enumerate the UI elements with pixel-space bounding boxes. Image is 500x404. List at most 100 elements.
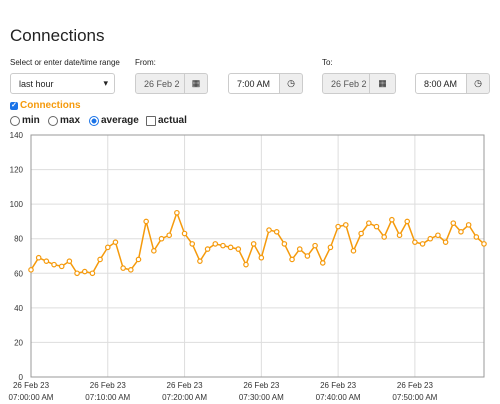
- from-time-text: 7:00 AM: [237, 78, 271, 89]
- option[interactable]: actual: [146, 115, 187, 126]
- point: [335, 223, 341, 230]
- y-tick-label: 100: [10, 200, 24, 209]
- x-tick-label: 26 Feb 23 07:10:00 AM: [85, 381, 131, 402]
- point: [35, 254, 42, 261]
- legend-item[interactable]: ✓ Connections: [10, 100, 81, 111]
- point: [66, 258, 73, 264]
- from-label: From:: [135, 58, 156, 67]
- point: [381, 234, 387, 240]
- y-tick-label: 0: [19, 373, 24, 382]
- point: [319, 260, 326, 266]
- range-value: last hour: [19, 78, 54, 89]
- to-label: To:: [322, 58, 333, 67]
- option-label: average: [101, 115, 139, 126]
- plot-border: [30, 134, 485, 378]
- point: [281, 241, 288, 247]
- point: [243, 261, 249, 268]
- point: [473, 234, 480, 240]
- point: [304, 253, 311, 259]
- clock-button[interactable]: ◷: [466, 73, 490, 94]
- point: [442, 239, 449, 245]
- option[interactable]: min: [10, 115, 40, 126]
- point: [158, 235, 165, 242]
- point: [350, 248, 357, 254]
- point: [396, 232, 403, 239]
- point: [135, 256, 142, 263]
- x-tick-label: 26 Feb 23 07:00:00 AM: [8, 381, 54, 402]
- point: [189, 241, 196, 247]
- clock-button[interactable]: ◷: [279, 73, 303, 94]
- title: Connections: [10, 26, 105, 45]
- point: [120, 265, 126, 271]
- option-label: actual: [158, 115, 187, 126]
- point: [458, 229, 464, 235]
- point: [450, 220, 457, 226]
- point: [166, 232, 173, 239]
- point: [227, 244, 234, 251]
- y-tick-label: 80: [14, 235, 23, 244]
- point: [266, 227, 272, 233]
- x-tick-label: 26 Feb 23 07:50:00 AM: [392, 381, 438, 402]
- point: [143, 218, 149, 225]
- point: [112, 239, 119, 245]
- point: [58, 263, 65, 270]
- calendar-button[interactable]: ▦: [369, 73, 396, 94]
- point: [128, 267, 134, 273]
- point: [197, 258, 203, 264]
- point: [412, 239, 418, 245]
- point: [74, 270, 80, 277]
- range-select[interactable]: last hour ▾: [10, 73, 115, 94]
- y-tick-label: 140: [10, 131, 24, 140]
- range-label: Select or enter date/time range: [10, 58, 120, 67]
- to-date-text: 26 Feb 2: [331, 78, 367, 89]
- point: [181, 230, 188, 237]
- point: [342, 222, 349, 228]
- y-tick-label: 60: [14, 269, 23, 278]
- point: [43, 258, 50, 264]
- point: [204, 246, 211, 252]
- point: [366, 220, 372, 226]
- y-tick-label: 120: [10, 166, 24, 175]
- point: [327, 244, 334, 251]
- from-date[interactable]: 26 Feb 2: [135, 73, 185, 94]
- point: [389, 216, 395, 223]
- from-date-text: 26 Feb 2: [144, 78, 180, 89]
- point: [212, 241, 219, 247]
- x-tick-label: 26 Feb 23 07:40:00 AM: [315, 381, 361, 402]
- point: [373, 223, 380, 230]
- x-tick-label: 26 Feb 23 07:20:00 AM: [162, 381, 207, 402]
- option[interactable]: average: [89, 115, 139, 126]
- point: [97, 256, 103, 263]
- point: [89, 270, 96, 277]
- point: [81, 268, 88, 275]
- to-time-text: 8:00 AM: [424, 78, 458, 89]
- point: [296, 246, 303, 252]
- calendar-button[interactable]: ▦: [184, 73, 208, 94]
- point: [235, 246, 242, 252]
- point: [28, 267, 34, 273]
- option-label: max: [60, 115, 81, 126]
- point: [481, 241, 487, 247]
- point: [51, 261, 57, 268]
- point: [289, 256, 295, 263]
- legend-label: Connections: [20, 100, 81, 111]
- y-tick-label: 20: [14, 338, 23, 347]
- option-label: min: [22, 115, 40, 126]
- point: [174, 209, 180, 216]
- point: [250, 241, 257, 247]
- point: [427, 235, 434, 242]
- point: [104, 244, 111, 251]
- point: [312, 242, 318, 249]
- point: [220, 242, 226, 249]
- option[interactable]: max: [48, 115, 80, 126]
- point: [151, 248, 157, 254]
- point: [258, 254, 265, 261]
- point: [404, 218, 411, 225]
- point: [358, 230, 364, 237]
- point: [435, 232, 441, 239]
- point: [273, 229, 280, 235]
- point: [465, 222, 472, 228]
- point: [419, 241, 426, 247]
